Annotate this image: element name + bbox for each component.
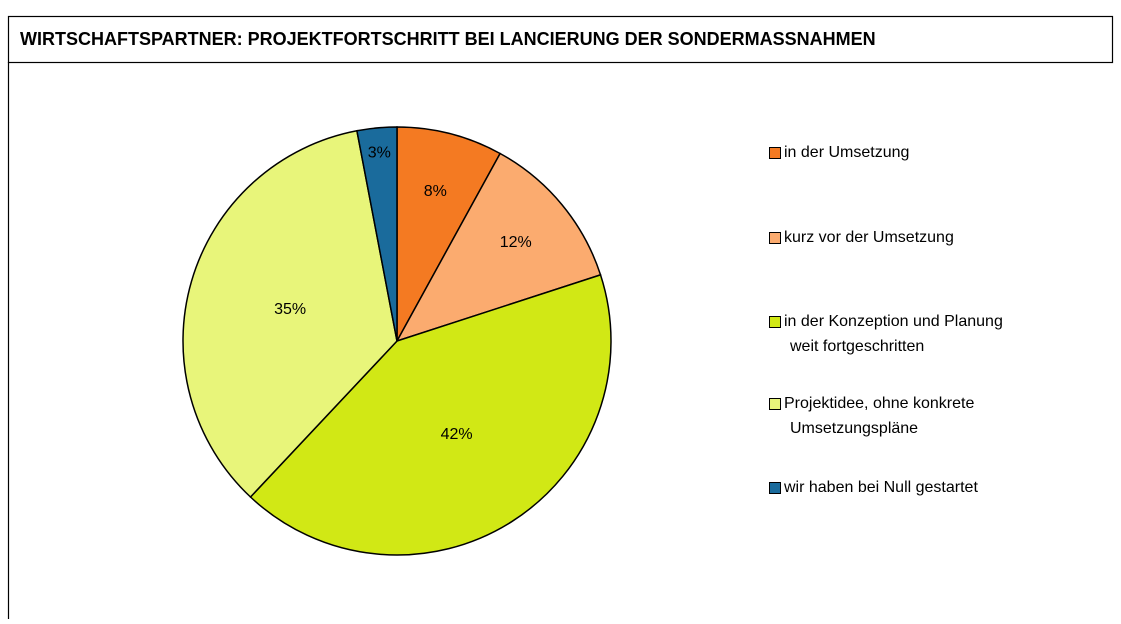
legend-label: in der Konzeption und Planung weit fortge… <box>784 313 1003 355</box>
data-label: 3% <box>368 145 391 162</box>
legend-label: kurz vor der Umsetzung <box>784 229 954 246</box>
legend-label: in der Umsetzung <box>784 144 909 161</box>
pie-slice <box>249 273 612 556</box>
pie-slice <box>396 126 502 342</box>
pie-slice <box>395 152 602 343</box>
legend-swatch <box>769 147 781 159</box>
data-label: 42% <box>441 426 473 443</box>
chart-title: WIRTSCHAFTSPARTNER: PROJEKTFORTSCHRITT B… <box>20 29 876 49</box>
legend-label: Projektidee, ohne konkrete Umsetzungsplän… <box>784 395 974 437</box>
legend-label: wir haben bei Null gestartet <box>783 479 978 496</box>
data-label: 35% <box>274 301 306 318</box>
legend-swatch <box>769 482 781 494</box>
data-label: 8% <box>424 183 447 200</box>
legend-swatch <box>769 316 781 328</box>
pie-slice <box>182 129 398 499</box>
title-box <box>7 15 1114 64</box>
legend-swatch <box>769 232 781 244</box>
data-label: 12% <box>500 234 532 251</box>
legend-swatch <box>769 398 781 410</box>
pie-slice <box>356 126 398 342</box>
